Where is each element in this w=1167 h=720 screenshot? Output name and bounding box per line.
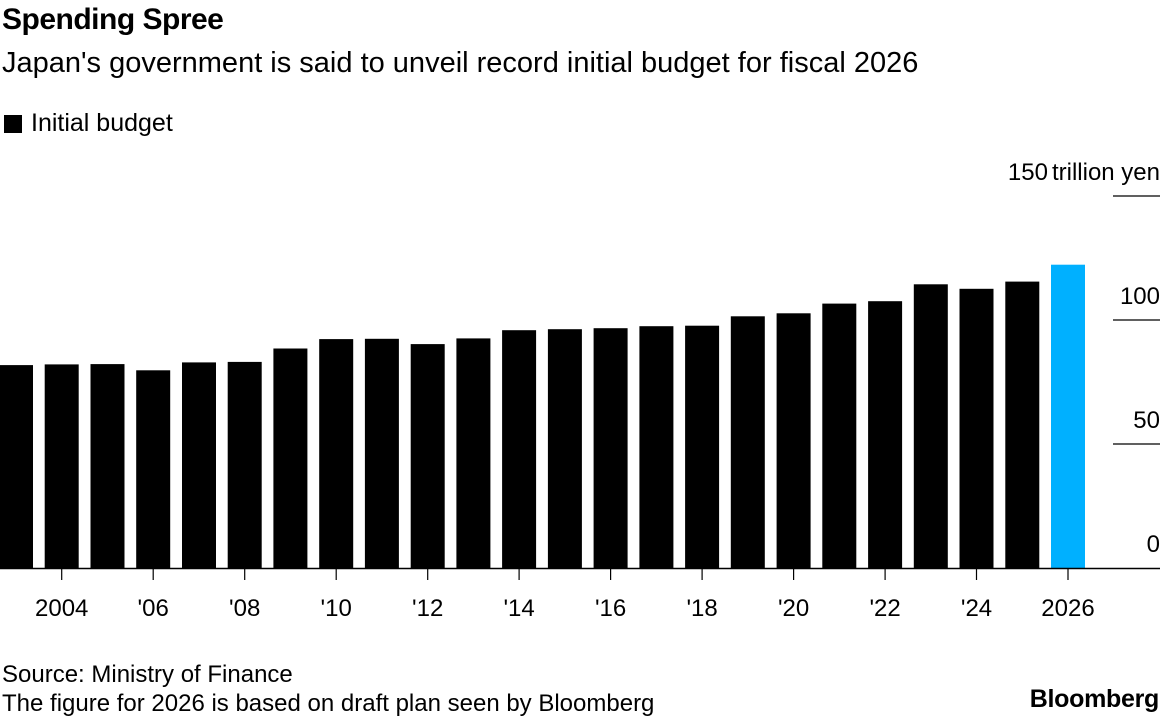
x-tick-label-2014: '14 [503,595,534,622]
bar-2018 [685,325,720,568]
bar-2024 [959,288,994,568]
legend: Initial budget [4,109,173,138]
x-tick-label-2012: '12 [412,595,443,622]
chart-title: Spending Spree [2,3,224,36]
bar-2019 [730,316,765,568]
bar-2022 [868,301,903,568]
y-tick-label-group-150: 150 trillion yen [1008,159,1160,186]
x-tick-label-2016: '16 [595,595,626,622]
bar-2010 [319,339,354,568]
x-tick-label-2026: 2026 [1041,595,1094,622]
x-tick-label-2010: '10 [321,595,352,622]
legend-swatch [4,114,22,133]
x-tick-label-2022: '22 [869,595,900,622]
x-tick-label-2008: '08 [229,595,260,622]
bar-2007 [182,362,216,568]
bar-2020 [776,313,811,568]
y-tick-label-150: 150 [1008,159,1048,186]
x-tick-label-2018: '18 [686,595,717,622]
x-tick-label-2024: '24 [961,595,992,622]
x-tick-label-2004: 2004 [35,595,88,622]
bar-2006 [136,370,171,568]
bar-2017 [639,326,674,568]
x-tick-label-2006: '06 [138,595,169,622]
bar-2016 [593,328,628,568]
y-tick-label-0: 0 [1147,531,1160,558]
bar-2011 [364,338,399,568]
footnote: The figure for 2026 is based on draft pl… [2,690,655,717]
bar-2021 [822,303,857,568]
bar-2012 [410,344,445,568]
bar-2004 [44,364,79,568]
y-tick-label-50: 50 [1133,407,1160,434]
bar-2003 [0,365,33,568]
bar-2025 [1005,281,1040,568]
bar-2026 [1051,264,1085,568]
bar-2009 [273,348,308,568]
bar-2013 [456,338,491,568]
y-tick-label-100: 100 [1120,283,1160,310]
source-note: Source: Ministry of Finance [2,661,293,688]
legend-label: Initial budget [31,109,173,137]
bar-2015 [547,329,582,568]
y-axis-unit-label: trillion yen [1052,159,1160,186]
chart-subtitle: Japan's government is said to unveil rec… [2,47,919,79]
bloomberg-logo: Bloomberg [1029,685,1160,713]
bar-2005 [90,364,125,568]
bar-chart: 0 50 100 150 trillion yen 2004 '06 '08 '10 '12 '14… [0,159,1160,622]
bar-2014 [502,330,537,568]
bar-2008 [227,361,262,568]
x-tick-label-2020: '20 [778,595,809,622]
bar-2023 [913,284,948,568]
